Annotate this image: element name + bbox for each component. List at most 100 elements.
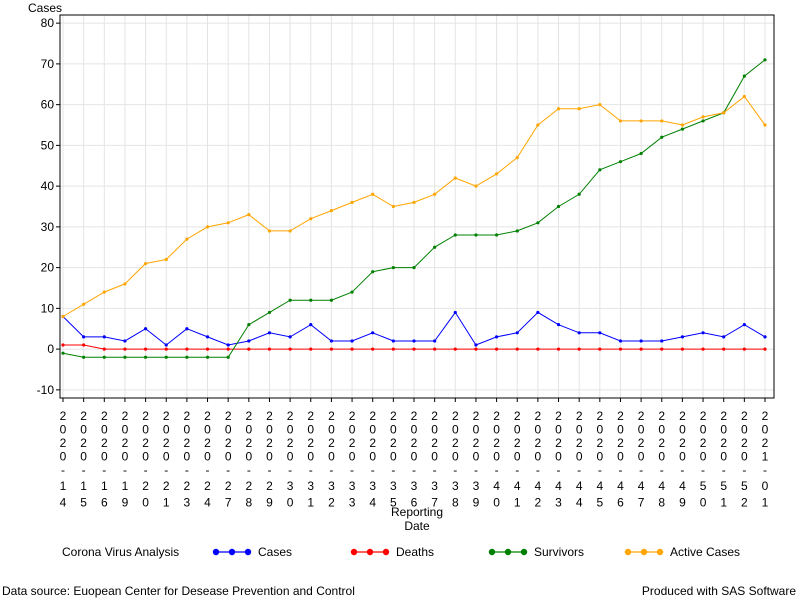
data-point-active-cases <box>123 282 127 286</box>
data-point-active-cases <box>433 192 437 196</box>
data-point-active-cases <box>618 119 623 123</box>
x-tick-label: 2 0 2 0 -3 8 <box>452 409 459 510</box>
data-point-survivors <box>639 151 643 156</box>
y-tick-label: 80 <box>41 16 55 30</box>
data-point-active-cases <box>102 290 106 294</box>
x-tick-label: 2 0 2 0 -3 1 <box>307 409 314 510</box>
data-point-cases <box>494 335 499 339</box>
data-point-deaths <box>288 347 292 351</box>
data-point-deaths <box>185 347 189 351</box>
data-point-survivors <box>143 355 148 359</box>
y-axis-title: Cases <box>28 1 62 15</box>
x-axis-title-line: Reporting <box>391 505 443 519</box>
y-tick-label: 10 <box>41 301 55 315</box>
x-tick-label: 2 0 2 0 -3 5 <box>390 409 397 510</box>
data-point-cases <box>680 335 685 339</box>
x-tick-label: 2 0 2 0 -1 5 <box>80 409 87 510</box>
data-point-deaths <box>226 347 230 351</box>
data-point-active-cases <box>185 237 189 241</box>
data-point-survivors <box>164 355 168 359</box>
data-point-deaths <box>515 347 519 351</box>
data-point-cases <box>371 331 375 335</box>
data-point-active-cases <box>164 257 168 262</box>
plot-frame <box>59 14 775 399</box>
data-point-deaths <box>247 347 251 351</box>
data-point-survivors <box>82 355 86 359</box>
data-point-cases <box>226 343 230 347</box>
data-point-deaths <box>639 347 643 351</box>
data-point-cases <box>453 310 457 315</box>
data-point-deaths <box>371 347 375 351</box>
data-point-cases <box>329 339 334 343</box>
data-point-survivors <box>433 245 437 249</box>
x-tick-label: 2 0 2 0 -4 0 <box>493 409 500 510</box>
x-tick-label: 2 0 2 0 -3 9 <box>473 409 480 510</box>
data-point-deaths <box>82 343 86 347</box>
data-point-active-cases <box>763 123 767 127</box>
data-point-deaths <box>577 347 581 351</box>
data-point-survivors <box>660 135 664 139</box>
legend-marker-active-cases <box>656 548 664 556</box>
data-point-survivors <box>123 355 127 359</box>
data-point-cases <box>474 343 478 347</box>
legend-marker-survivors <box>488 548 496 556</box>
data-point-active-cases <box>350 200 354 205</box>
legend-marker-cases <box>244 548 252 556</box>
data-point-active-cases <box>742 94 746 99</box>
data-point-active-cases <box>701 115 705 119</box>
data-point-cases <box>577 331 581 335</box>
data-point-cases <box>515 331 519 335</box>
x-tick-label: 2 0 2 0 -5 2 <box>741 409 748 510</box>
legend-marker-deaths <box>366 548 374 556</box>
x-tick-label: 2 0 2 0 -2 8 <box>245 409 252 510</box>
data-point-deaths <box>267 347 272 351</box>
data-point-active-cases <box>680 123 685 127</box>
data-point-active-cases <box>453 176 457 180</box>
x-tick-label: 2 0 2 0 -3 7 <box>431 409 438 510</box>
data-point-survivors <box>309 298 313 302</box>
series-lines <box>61 58 767 359</box>
data-point-cases <box>247 339 251 343</box>
data-point-deaths <box>102 347 106 351</box>
data-point-deaths <box>61 343 65 347</box>
x-tick-label: 2 0 2 0 -3 4 <box>369 409 376 510</box>
data-point-cases <box>618 339 623 343</box>
data-point-active-cases <box>556 107 561 111</box>
data-point-active-cases <box>598 103 602 107</box>
data-point-deaths <box>412 347 416 351</box>
grid <box>60 15 774 398</box>
data-point-survivors <box>494 233 499 237</box>
x-axis-title-line: Date <box>404 519 430 533</box>
data-point-survivors <box>536 221 540 225</box>
data-point-cases <box>164 343 168 347</box>
data-point-cases <box>82 335 86 339</box>
data-point-cases <box>536 310 540 315</box>
x-tick-label: 2 0 2 0 -2 0 <box>142 409 149 510</box>
data-point-cases <box>123 339 127 343</box>
produced-with-note: Produced with SAS Software <box>641 584 796 598</box>
x-tick-label: 2 0 2 0 -1 6 <box>101 409 108 510</box>
data-point-survivors <box>371 270 375 274</box>
x-tick-label: 2 0 2 0 -4 4 <box>576 409 583 510</box>
data-point-cases <box>763 335 767 339</box>
x-tick-label: 2 0 2 0 -4 5 <box>596 409 603 510</box>
data-point-cases <box>639 339 643 343</box>
data-point-cases <box>391 339 395 343</box>
data-point-deaths <box>350 347 354 351</box>
data-point-active-cases <box>412 200 416 205</box>
x-tick-label: 2 0 2 1 -0 1 <box>762 409 769 510</box>
data-point-deaths <box>329 347 334 351</box>
legend-marker-active-cases <box>640 548 648 556</box>
data-point-survivors <box>453 233 457 237</box>
legend-label-deaths: Deaths <box>396 545 434 559</box>
data-point-deaths <box>618 347 623 351</box>
data-point-deaths <box>309 347 313 351</box>
legend-label-active-cases: Active Cases <box>670 545 740 559</box>
data-point-deaths <box>433 347 437 351</box>
data-point-cases <box>185 327 189 331</box>
data-point-active-cases <box>577 107 581 111</box>
data-point-cases <box>102 335 106 339</box>
data-point-active-cases <box>143 261 148 266</box>
x-axis: 2 0 2 0 -1 4 2 0 2 0 -1 5 2 0 2 0 -1 6 2 0 2 0 -1 9 2 0 2 0 -2 0 2 0 2 0-… <box>60 398 769 533</box>
data-point-survivors <box>742 74 746 78</box>
